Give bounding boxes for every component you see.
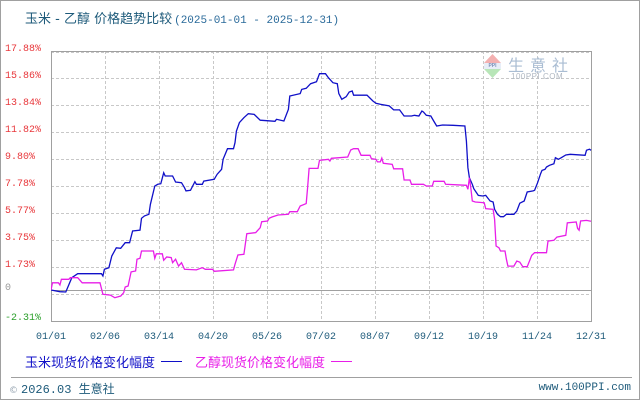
- footer-copyright: © 2026.03 生意社: [9, 380, 115, 397]
- series-line-corn: [51, 73, 592, 293]
- y-tick-label: 11.82%: [5, 125, 42, 136]
- y-tick-label: 3.75%: [5, 233, 36, 244]
- y-tick-label: 1.73%: [5, 260, 36, 271]
- x-tick-label: 07/02: [305, 332, 336, 343]
- y-tick-label: 17.88%: [5, 44, 42, 55]
- y-tick-label: 9.80%: [5, 152, 36, 163]
- footer-site-link[interactable]: www.100PPI.com: [538, 382, 631, 394]
- y-tick-label: 13.84%: [5, 98, 42, 109]
- plot-border: [51, 51, 592, 322]
- series-line-ethanol: [51, 148, 592, 299]
- series-lines: [51, 73, 592, 299]
- watermark-logo-band: [484, 63, 501, 69]
- legend-line-corn-icon: [161, 360, 183, 362]
- y-tick-label-zero: 0: [5, 283, 12, 294]
- chart-title: 玉米 - 乙醇 价格趋势比较 (2025-01-01 - 2025-12-31): [25, 10, 340, 27]
- x-tick-label: 08/07: [359, 332, 390, 343]
- x-tick-label: 01/01: [35, 332, 66, 343]
- watermark-brand: 生意社: [508, 56, 575, 75]
- x-tick-label: 10/19: [467, 332, 498, 343]
- y-tick-label: 7.78%: [5, 179, 36, 190]
- grid-lines: [51, 51, 592, 322]
- chart-date-range: (2025-01-01 - 2025-12-31): [174, 15, 340, 27]
- x-tick-label: 11/24: [521, 332, 552, 343]
- y-tick-label: 15.86%: [5, 71, 42, 82]
- x-tick-label: 12/31: [575, 332, 606, 343]
- copyright-icon: ©: [9, 386, 18, 396]
- watermark-up-triangle-icon: [484, 54, 501, 63]
- x-tick-label: 02/06: [89, 332, 120, 343]
- legend-label-ethanol: 乙醇现货价格变化幅度: [195, 355, 326, 371]
- legend-item-corn: 玉米现货价格变化幅度: [25, 352, 183, 371]
- y-tick-label: 5.77%: [5, 206, 36, 217]
- x-tick-label: 04/20: [197, 332, 228, 343]
- chart-title-main: 玉米 - 乙醇 价格趋势比较: [25, 12, 173, 27]
- y-tick-label-negative: -2.31%: [5, 313, 42, 324]
- watermark-down-triangle-icon: [484, 69, 501, 78]
- watermark-logo-icon: [484, 54, 501, 78]
- legend-line-ethanol-icon: [331, 360, 353, 362]
- x-tick-label: 09/12: [413, 332, 444, 343]
- x-tick-label: 05/26: [251, 332, 282, 343]
- legend-item-ethanol: 乙醇现货价格变化幅度: [195, 352, 353, 371]
- watermark-logo-text: PPI: [488, 63, 497, 69]
- x-tick-label: 03/14: [143, 332, 174, 343]
- footer-divider: [11, 377, 632, 378]
- chart-legend: 玉米现货价格变化幅度 乙醇现货价格变化幅度: [25, 352, 365, 371]
- legend-label-corn: 玉米现货价格变化幅度: [25, 355, 156, 371]
- watermark-site: 100PPI.COM: [511, 72, 564, 81]
- copyright-text: 2026.03 生意社: [21, 383, 115, 397]
